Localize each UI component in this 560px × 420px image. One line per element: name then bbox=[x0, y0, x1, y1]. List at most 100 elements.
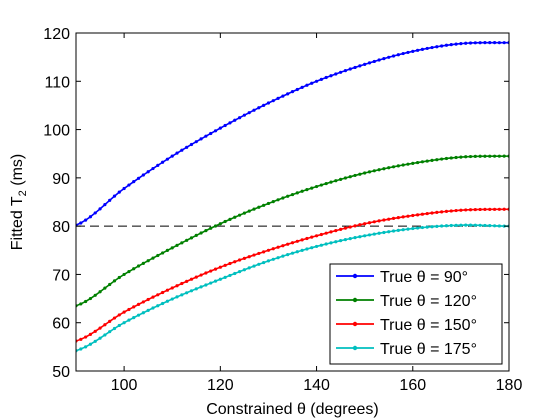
series-point bbox=[281, 94, 285, 98]
series-point bbox=[314, 234, 319, 238]
series-point bbox=[204, 134, 208, 138]
series-point bbox=[223, 219, 227, 224]
series-point bbox=[141, 311, 145, 315]
series-point bbox=[497, 207, 501, 211]
series-point bbox=[276, 245, 280, 249]
series-point bbox=[79, 337, 83, 341]
series-point bbox=[295, 250, 299, 254]
series-point bbox=[127, 318, 131, 322]
series-point bbox=[84, 299, 88, 304]
series-point bbox=[165, 157, 170, 161]
series-point bbox=[372, 59, 376, 64]
series-point bbox=[170, 154, 174, 158]
series-point bbox=[276, 198, 280, 202]
series-point bbox=[266, 101, 271, 105]
series-point bbox=[194, 275, 198, 279]
series-point bbox=[151, 166, 155, 171]
series-point bbox=[79, 302, 83, 306]
series-point bbox=[310, 235, 314, 239]
series-point bbox=[488, 224, 492, 228]
series-point bbox=[295, 191, 299, 195]
y-tick-label: 70 bbox=[52, 267, 70, 284]
series-point bbox=[401, 215, 405, 219]
series-point bbox=[237, 270, 242, 274]
series-point bbox=[141, 300, 145, 304]
series-point bbox=[329, 230, 333, 234]
series-point bbox=[290, 192, 295, 197]
series-point bbox=[281, 244, 285, 248]
series-point bbox=[387, 217, 391, 221]
series-point bbox=[382, 57, 386, 61]
series-point bbox=[161, 290, 165, 295]
series-point bbox=[339, 239, 343, 243]
series-point bbox=[156, 293, 160, 297]
series-point bbox=[252, 207, 256, 211]
series-point bbox=[449, 223, 453, 228]
series-point bbox=[353, 173, 357, 178]
series-point bbox=[141, 261, 145, 265]
series-point bbox=[391, 165, 396, 169]
series-point bbox=[170, 246, 174, 250]
legend-entry: True θ = 90° bbox=[336, 269, 468, 286]
series-point bbox=[319, 183, 323, 187]
series-point bbox=[396, 216, 400, 220]
series-point bbox=[492, 224, 497, 228]
series-point bbox=[112, 279, 117, 283]
series-point bbox=[497, 41, 501, 45]
series-point bbox=[228, 217, 232, 221]
series-point bbox=[440, 157, 444, 161]
legend-label: True θ = 150° bbox=[380, 317, 477, 334]
series-point bbox=[310, 186, 314, 190]
series-point bbox=[348, 237, 352, 241]
series-point bbox=[88, 296, 93, 301]
series-point bbox=[411, 49, 415, 53]
series-point bbox=[411, 213, 415, 218]
series-point bbox=[310, 81, 314, 85]
series-point bbox=[449, 156, 453, 160]
series-point bbox=[242, 268, 246, 272]
series-point bbox=[348, 175, 352, 179]
series-point bbox=[199, 231, 203, 235]
series-point bbox=[478, 223, 482, 227]
series-point bbox=[237, 116, 242, 120]
series-point bbox=[435, 158, 439, 162]
series-point bbox=[444, 156, 449, 161]
series-point bbox=[286, 92, 290, 96]
series-point bbox=[492, 207, 497, 211]
series-point bbox=[387, 166, 391, 170]
series-point bbox=[454, 223, 458, 227]
series-point bbox=[464, 41, 468, 45]
series-point bbox=[151, 306, 155, 310]
series-point bbox=[415, 226, 420, 230]
series-point bbox=[117, 190, 121, 194]
series-point bbox=[310, 246, 314, 250]
series-point bbox=[108, 282, 112, 287]
series-point bbox=[396, 53, 400, 57]
series-point bbox=[112, 194, 117, 198]
y-tick-label: 90 bbox=[52, 171, 70, 188]
series-point bbox=[425, 46, 429, 51]
series-point bbox=[440, 224, 444, 228]
series-point bbox=[233, 118, 237, 122]
series-point bbox=[367, 170, 372, 174]
series-point bbox=[329, 74, 333, 78]
series-point bbox=[218, 126, 222, 130]
series-point bbox=[276, 256, 280, 260]
series-point bbox=[430, 158, 434, 162]
series-point bbox=[194, 140, 198, 144]
series-point bbox=[319, 232, 323, 237]
series-point bbox=[305, 188, 309, 192]
series-point bbox=[348, 67, 352, 71]
y-axis-label-subscript: 2 bbox=[17, 190, 29, 196]
series-point bbox=[401, 228, 405, 232]
series-point bbox=[199, 137, 203, 141]
series-point bbox=[343, 176, 348, 180]
series-point bbox=[271, 200, 275, 204]
legend-swatch-marker bbox=[352, 297, 358, 303]
series-point bbox=[136, 176, 141, 180]
series-point bbox=[363, 222, 367, 226]
series-point bbox=[257, 205, 261, 209]
series-point bbox=[411, 226, 415, 231]
series-point bbox=[319, 77, 323, 81]
series-point bbox=[305, 83, 309, 87]
